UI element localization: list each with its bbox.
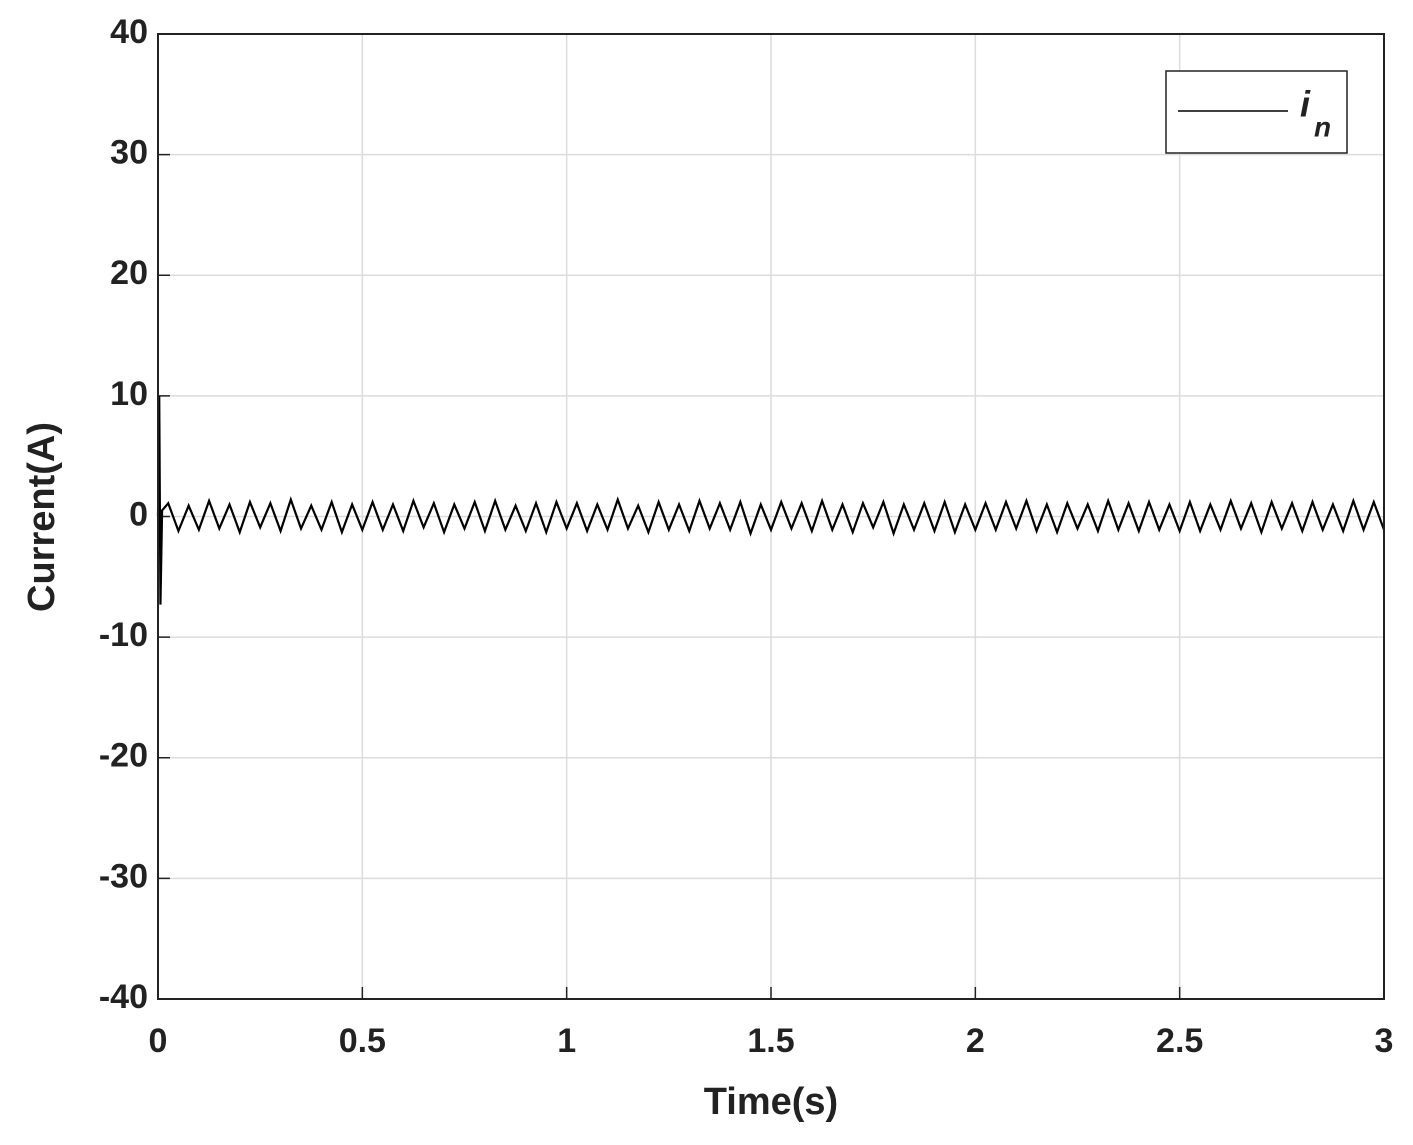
x-tick-label: 2.5 [1156, 1022, 1203, 1060]
legend-label-subscript: n [1314, 111, 1331, 142]
y-tick-label: -30 [99, 857, 148, 895]
plot-frame [157, 33, 1385, 1000]
y-tick-label: -20 [99, 737, 148, 775]
data-line [156, 395, 1386, 605]
y-tick-label: 20 [110, 254, 148, 292]
y-tick-label: 10 [110, 375, 148, 413]
x-tick-label: 0 [149, 1022, 168, 1060]
y-tick-label: 30 [110, 134, 148, 172]
x-tick-label: 1 [557, 1022, 576, 1060]
y-tick-label: 40 [110, 13, 148, 51]
y-tick-label: -10 [99, 616, 148, 654]
y-tick-label: 0 [129, 495, 148, 533]
x-axis-label: Time(s) [704, 1081, 838, 1123]
y-axis-label: Current(A) [21, 422, 63, 612]
y-tick-label: -40 [99, 978, 148, 1016]
x-tick-label: 2 [966, 1022, 985, 1060]
x-tick-label: 1.5 [747, 1022, 794, 1060]
legend-label: i [1300, 84, 1311, 125]
x-tick-label: 3 [1375, 1022, 1394, 1060]
x-tick-label: 0.5 [339, 1022, 386, 1060]
legend-box [1165, 70, 1348, 154]
